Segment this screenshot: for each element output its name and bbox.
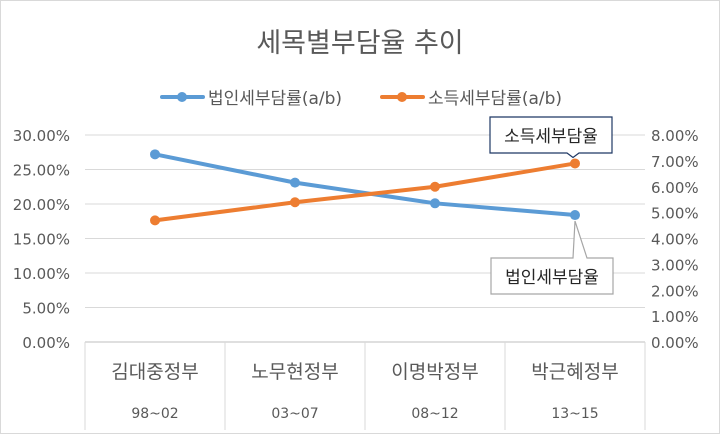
callout-label-corporate: 법인세부담율 [505,268,599,288]
left-tick-label: 20.00% [13,196,70,214]
data-point [290,177,300,188]
left-tick-label: 5.00% [22,300,70,318]
right-tick-label: 8.00% [651,127,699,145]
legend-label-income: 소득세부담률(a/b) [428,89,562,109]
callout-box-corporate [490,220,614,295]
left-tick-label: 25.00% [13,162,70,180]
right-tick-label: 4.00% [651,231,699,249]
x-tick-label: 박근혜정부 [531,361,618,383]
left-axis: 0.00% 5.00% 10.00% 15.00% 20.00% 25.00% 30.00% [13,127,70,352]
data-point [290,197,300,208]
legend-marker-corporate [177,92,187,102]
chart-title: 세목별부담율 추이 [256,28,463,59]
left-tick-label: 15.00% [13,231,70,249]
x-axis: 김대중정부 노무현정부 이명박정부 박근혜정부 98~02 03~07 08~12 13~15 [84,341,646,430]
data-point [570,158,580,169]
right-tick-label: 6.00% [651,179,699,197]
right-tick-label: 2.00% [651,282,699,300]
left-tick-label: 0.00% [22,334,70,352]
data-point [430,198,440,209]
series-line-1 [153,161,577,223]
right-tick-label: 1.00% [651,308,699,326]
right-tick-label: 3.00% [651,256,699,274]
series-layer [150,149,580,226]
right-axis: 0.00% 1.00% 2.00% 3.00% 4.00% 5.00% 6.00% 7.00%… [651,127,699,352]
legend-item-corporate: 법인세부담률(a/b) [160,89,342,109]
left-tick-label: 30.00% [13,127,70,145]
right-tick-label: 7.00% [651,153,699,171]
x-tick-label: 이명박정부 [391,361,478,383]
data-point [150,215,160,226]
legend: 법인세부담률(a/b) 소득세부담률(a/b) [160,89,562,109]
x-sub-tick-label: 13~15 [551,406,598,422]
left-tick-label: 10.00% [13,265,70,283]
legend-item-income: 소득세부담률(a/b) [380,89,562,109]
right-tick-label: 5.00% [651,205,699,223]
x-sub-tick-label: 03~07 [271,406,318,422]
data-point [570,210,580,221]
callout-label-income: 소득세부담율 [504,127,598,147]
x-sub-tick-label: 98~02 [131,406,178,422]
x-tick-label: 김대중정부 [111,361,198,383]
callout-box-income [489,116,613,159]
legend-label-corporate: 법인세부담률(a/b) [208,89,342,109]
x-sub-tick-label: 08~12 [411,406,458,422]
legend-marker-income [397,92,407,102]
data-point [430,181,440,192]
x-tick-label: 노무현정부 [251,361,338,383]
data-point [150,149,160,160]
right-tick-label: 0.00% [651,334,699,352]
